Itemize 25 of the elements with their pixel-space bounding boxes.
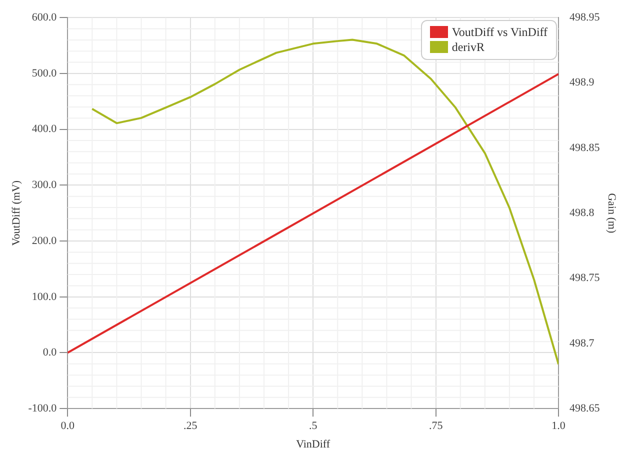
x-tick-label: .5 xyxy=(308,420,318,432)
x-tick-label: 1.0 xyxy=(552,420,566,432)
legend-label: derivR xyxy=(452,40,484,55)
y-tick-label: 400.0 xyxy=(32,123,58,136)
y-tick-label: -100.0 xyxy=(28,402,58,414)
y2-tick-label: 498.85 xyxy=(570,142,600,154)
y-tick-label: 100.0 xyxy=(32,290,58,303)
y-tick-label: 600.0 xyxy=(32,11,58,24)
x-tick-label: .25 xyxy=(183,420,198,432)
y-tick-label: 0.0 xyxy=(42,346,58,359)
y2-tick-label: 498.75 xyxy=(570,272,600,284)
y2-tick-label: 498.65 xyxy=(570,402,600,414)
x-tick-label: 0.0 xyxy=(60,420,75,432)
y2-tick-label: 498.9 xyxy=(570,76,595,89)
x-axis-title: VinDiff xyxy=(296,438,330,450)
y-axis-title: VoutDiff (mV) xyxy=(10,180,22,246)
x-tick-label: .75 xyxy=(428,420,444,432)
legend-label: VoutDiff vs VinDiff xyxy=(452,24,548,40)
y-tick-label: 500.0 xyxy=(32,67,58,80)
y2-tick-label: 498.95 xyxy=(570,11,600,24)
y-tick-label: 200.0 xyxy=(32,234,58,247)
y-tick-label: 300.0 xyxy=(32,179,58,192)
y2-axis-title: Gain (m) xyxy=(606,193,618,234)
y2-tick-label: 498.8 xyxy=(570,206,595,219)
y2-tick-label: 498.7 xyxy=(570,337,595,350)
